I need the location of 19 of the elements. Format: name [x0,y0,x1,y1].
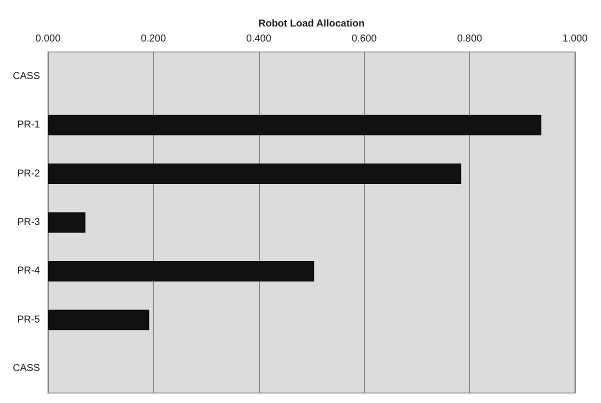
x-tick-label: 1.000 [562,34,588,44]
bar [48,114,542,136]
x-tick-label: 0.800 [457,34,483,44]
bar [48,212,86,233]
x-tick-label: 0.400 [246,34,272,44]
bar [48,164,462,184]
y-tick-label: CASS [12,70,40,82]
y-tick-label: CASS [12,363,40,374]
y-tick-label: PR-1 [17,120,40,131]
bar [48,260,314,282]
y-tick-label: PR-4 [17,266,40,277]
y-tick-label: PR-3 [17,217,40,228]
y-tick-label: PR-2 [17,168,40,180]
x-tick-label: 0.200 [140,34,166,44]
y-tick-label: PR-5 [17,314,40,326]
x-axis-title: Robot Load Allocation [258,18,365,30]
x-tick-label: 0.600 [352,34,378,44]
bar [48,310,150,330]
x-tick-label: 0.000 [35,34,61,44]
